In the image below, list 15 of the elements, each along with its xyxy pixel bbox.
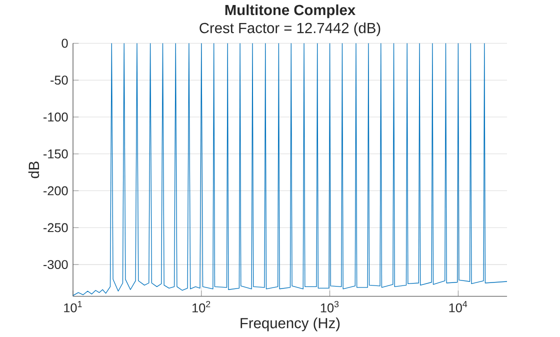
y-tick-label: -50 — [50, 76, 68, 85]
chart-title: Multitone Complex — [225, 4, 356, 18]
y-tick-label: 0 — [62, 38, 68, 48]
y-tick-label: -250 — [44, 223, 68, 232]
y-tick-label: -300 — [44, 260, 68, 269]
x-tick-label: 10$^{4}$ — [449, 300, 468, 312]
x-tick-label: 10$^{2}$ — [192, 300, 210, 312]
y-tick-label: -150 — [44, 149, 68, 158]
y-axis-title: dB — [28, 161, 40, 178]
x-tick-label: 10$^{3}$ — [320, 300, 339, 312]
x-axis-title: Frequency (Hz) — [240, 317, 340, 332]
y-tick-label: -100 — [44, 112, 68, 122]
y-tick-label: -200 — [44, 186, 68, 196]
chart-subtitle: Crest Factor = 12.7442 (dB) — [200, 22, 380, 36]
x-tick-label: 10$^{1}$ — [64, 300, 82, 312]
